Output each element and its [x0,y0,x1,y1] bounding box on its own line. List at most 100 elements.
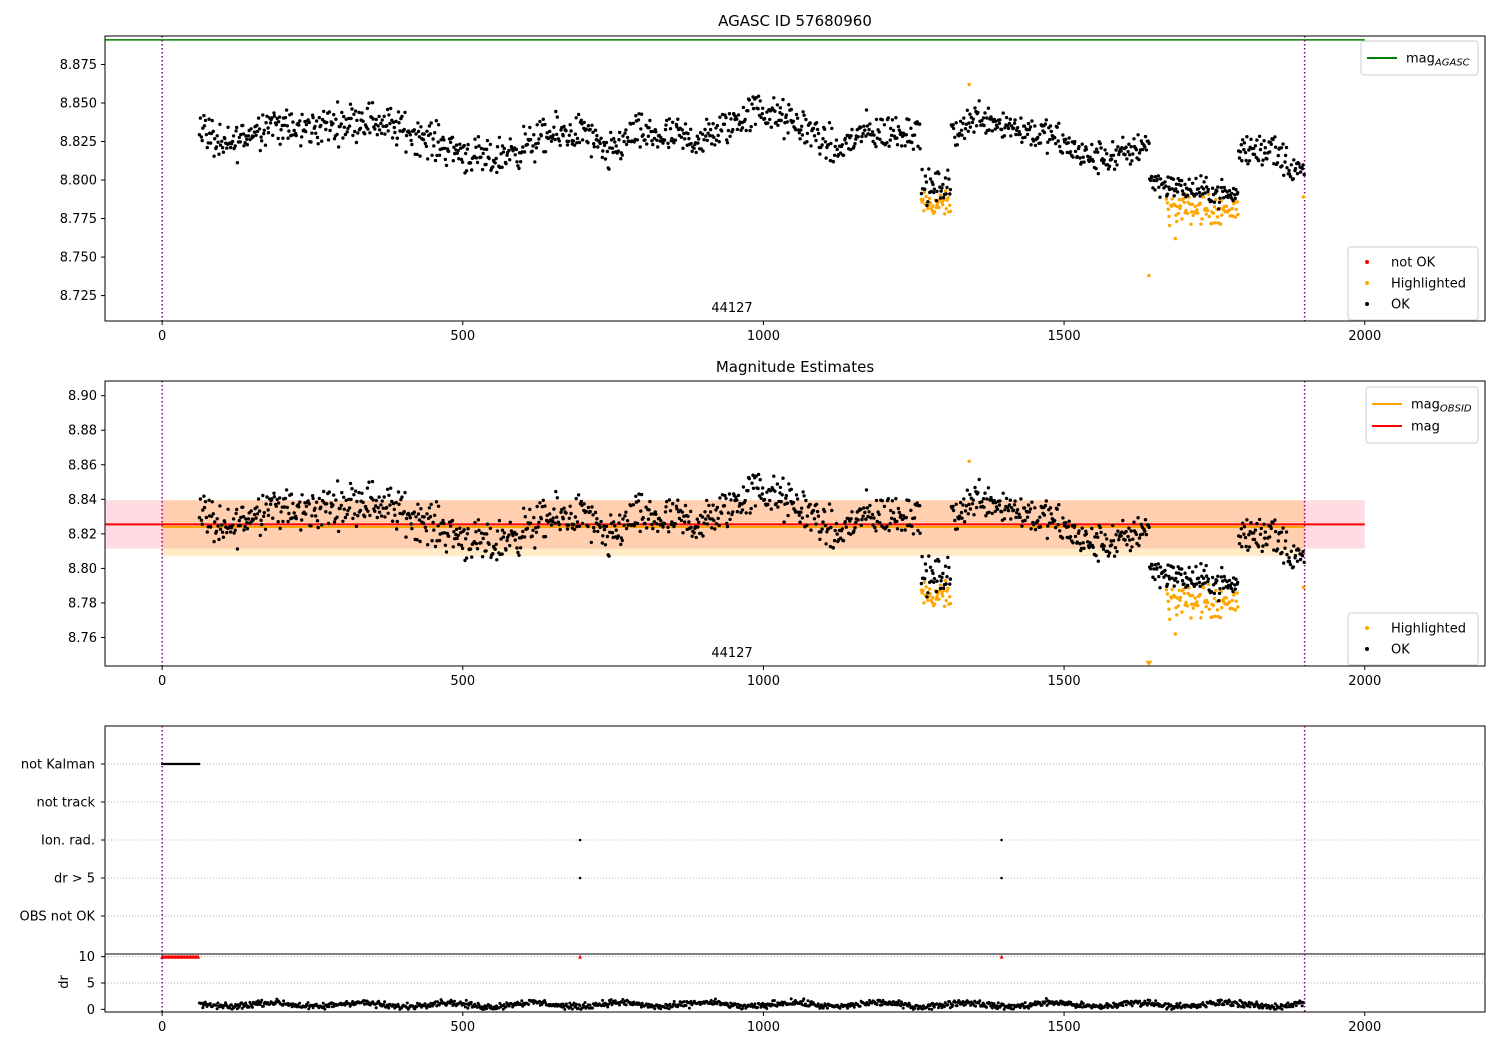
agasc-point [882,123,887,127]
magnitude-point [689,509,693,514]
magnitude-point [951,504,955,509]
magnitude-point [1173,595,1177,599]
agasc-point [1234,188,1238,192]
agasc-point [1026,121,1031,126]
magnitude-point [1196,603,1200,608]
agasc-point [1094,147,1099,151]
magnitude-point [702,521,706,525]
agasc-point [266,131,271,135]
agasc-point [864,108,869,112]
magnitude-point [970,502,975,506]
agasc-point [945,185,949,190]
magnitude-point [1176,604,1181,608]
agasc-point [1189,210,1194,214]
agasc-point [765,110,769,114]
agasc-point [1176,211,1181,216]
magnitude-point [534,530,539,534]
agasc-point [589,155,593,159]
dr-point [613,999,617,1003]
agasc-point [1058,144,1062,149]
agasc-point [1256,158,1261,163]
magnitude-point [1298,557,1303,562]
magnitude-point [1022,506,1027,510]
agasc-point [649,129,653,134]
magnitude-point [1204,574,1209,578]
magnitude-point [297,505,301,509]
agasc-point [624,128,628,132]
magnitude-point [776,505,780,509]
magnitude-point [322,489,326,494]
magnitude-point [983,491,987,495]
magnitude-point [840,527,844,531]
magnitude-point [310,514,314,518]
agasc-point [659,135,663,140]
agasc-point [982,123,986,128]
magnitude-point [402,510,406,514]
agasc-point [726,128,731,133]
magnitude-point [518,546,523,550]
magnitude-point [756,472,761,477]
agasc-point [1300,167,1305,171]
magnitude-point [1212,596,1217,601]
magnitude-point [639,509,643,513]
agasc-point [1103,148,1107,152]
agasc-point [484,162,488,167]
agasc-point [1112,167,1117,171]
agasc-point [1301,195,1306,199]
magnitude-point [1217,599,1221,603]
agasc-point [941,196,946,200]
agasc-point [533,160,537,164]
magnitude-point [697,520,701,524]
magnitude-point [1132,520,1136,524]
agasc-point [637,112,641,116]
dr-point [1253,1004,1257,1008]
agasc-point [259,135,263,139]
magnitude-point [1194,582,1199,586]
magnitude-point [515,546,519,550]
agasc-point [217,152,221,156]
agasc-point [995,125,1000,129]
agasc-point [877,130,881,134]
agasc-point [1265,157,1269,161]
magnitude-point [521,529,525,534]
magnitude-point [1068,535,1073,539]
agasc-x-tick-label: 1500 [1048,329,1081,344]
magnitude-point [700,515,705,519]
magnitude-point [1275,547,1280,551]
magnitude-point [1044,499,1049,503]
agasc-point [957,131,962,136]
agasc-point [389,106,393,111]
magnitude-point [957,514,962,518]
dr-point [1278,1005,1282,1009]
agasc-point [216,140,220,144]
magnitude-point [1147,525,1151,530]
dr-point [228,1006,232,1010]
magnitude-point [941,571,945,576]
agasc-point [223,136,227,141]
magnitude-point [1297,548,1301,552]
agasc-point [835,147,839,152]
dr-point [575,1002,578,1006]
dr-point [682,1000,686,1004]
magnitude-point [409,522,413,526]
magnitude-point [1043,503,1048,508]
agasc-point [252,130,257,134]
agasc-point [980,118,984,123]
dr-point [282,999,286,1003]
magnitude-point [353,489,358,493]
agasc-point [433,158,438,163]
magnitude-point [1018,515,1022,519]
agasc-point [553,137,557,142]
magnitude-point [439,521,443,525]
magnitude-point [1031,522,1036,527]
agasc-point [474,145,478,149]
magnitude-point [1165,582,1170,586]
magnitude-point [261,493,265,498]
agasc-point [202,124,207,128]
agasc-point [940,186,944,190]
agasc-point [833,144,837,149]
magnitude-point [292,511,296,515]
dr-point [1154,999,1158,1003]
magnitude-point [635,521,640,526]
dr-point [1124,1003,1128,1007]
